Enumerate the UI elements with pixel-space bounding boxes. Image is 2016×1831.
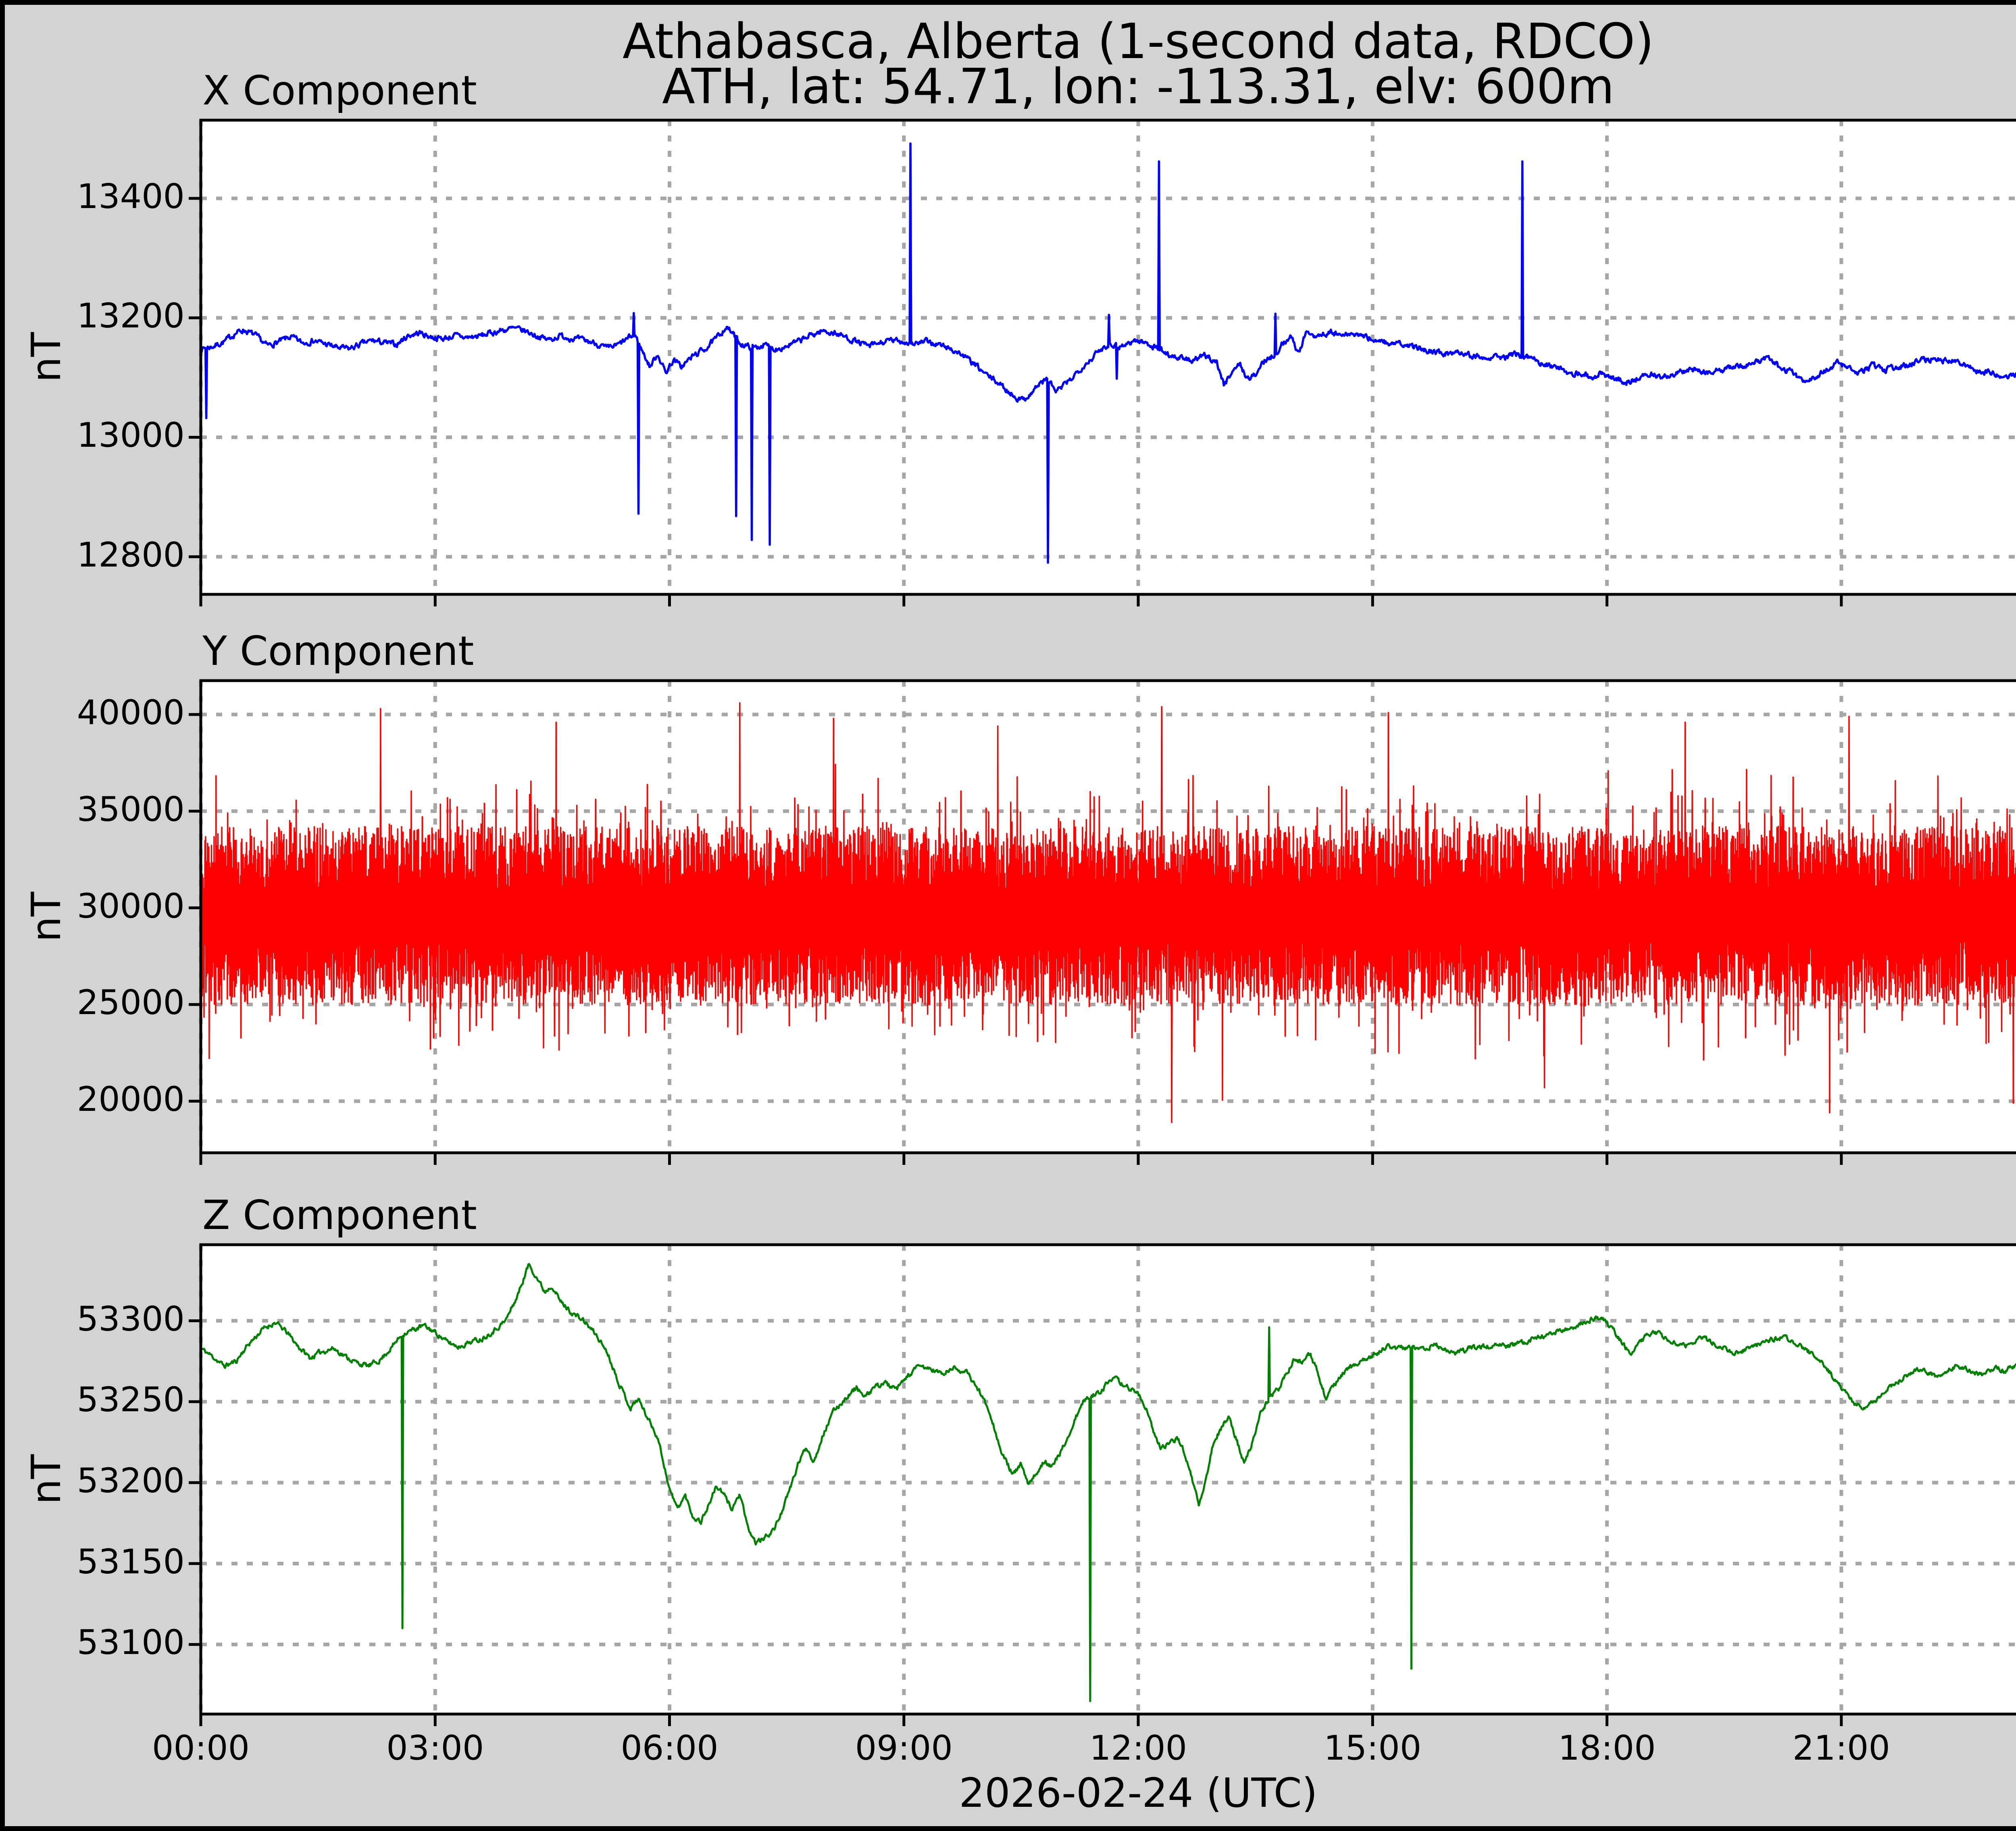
z-component-gridlines bbox=[199, 1245, 2016, 1714]
y-component-ytick-label: 20000 bbox=[77, 1079, 185, 1119]
z-component-tick-marks bbox=[189, 1319, 1843, 1726]
x-component-ytick-label: 13000 bbox=[77, 415, 185, 455]
x-tick-label: 00:00 bbox=[152, 1728, 250, 1768]
x-tick-label: 18:00 bbox=[1558, 1728, 1656, 1768]
y-component-line bbox=[201, 702, 2016, 1123]
figure-subtitle: ATH, lat: 54.71, lon: -113.31, elv: 600m bbox=[662, 59, 1614, 115]
x-component-plot-area bbox=[201, 120, 2016, 594]
x-component-ytick-label: 13400 bbox=[77, 177, 185, 217]
x-component-ytick-label: 12800 bbox=[77, 535, 185, 575]
z-component-subplot bbox=[189, 1243, 2016, 1726]
y-component-ytick-label: 30000 bbox=[77, 886, 185, 926]
x-tick-label: 12:00 bbox=[1089, 1728, 1187, 1768]
subplot-title-z-component: Z Component bbox=[202, 1192, 477, 1239]
y-component-ytick-label: 40000 bbox=[77, 693, 185, 732]
y-component-ytick-label: 35000 bbox=[77, 789, 185, 829]
xlabel-date-utc: 2026-02-24 (UTC) bbox=[959, 1769, 1318, 1816]
x-component-subplot bbox=[189, 119, 2016, 606]
x-tick-label: 06:00 bbox=[621, 1728, 719, 1768]
x-component-tick-marks bbox=[189, 197, 1843, 606]
x-tick-label: 03:00 bbox=[386, 1728, 484, 1768]
figure-title: Athabasca, Alberta (1-second data, RDCO) bbox=[622, 14, 1654, 70]
z-component-line bbox=[201, 1263, 2016, 1702]
x-tick-label: 21:00 bbox=[1792, 1728, 1890, 1768]
x-tick-label: 15:00 bbox=[1324, 1728, 1422, 1768]
z-component-ytick-label: 53300 bbox=[77, 1299, 185, 1339]
x-tick-label: 09:00 bbox=[855, 1728, 953, 1768]
y-component-subplot bbox=[189, 679, 2016, 1165]
x-component-ytick-label: 13200 bbox=[77, 296, 185, 336]
z-component-ytick-label: 53250 bbox=[77, 1380, 185, 1420]
y-component-ytick-label: 25000 bbox=[77, 983, 185, 1023]
y-component-tick-marks bbox=[189, 713, 1843, 1165]
ylabel-nt-x: nT bbox=[23, 332, 70, 383]
subplot-title-x-component: X Component bbox=[202, 67, 477, 114]
z-component-ytick-label: 53100 bbox=[77, 1623, 185, 1662]
subplot-title-y-component: Y Component bbox=[202, 627, 474, 675]
z-component-ytick-label: 53150 bbox=[77, 1541, 185, 1581]
x-component-line bbox=[201, 142, 2016, 564]
z-component-ytick-label: 53200 bbox=[77, 1461, 185, 1501]
x-component-gridlines bbox=[199, 120, 2016, 594]
